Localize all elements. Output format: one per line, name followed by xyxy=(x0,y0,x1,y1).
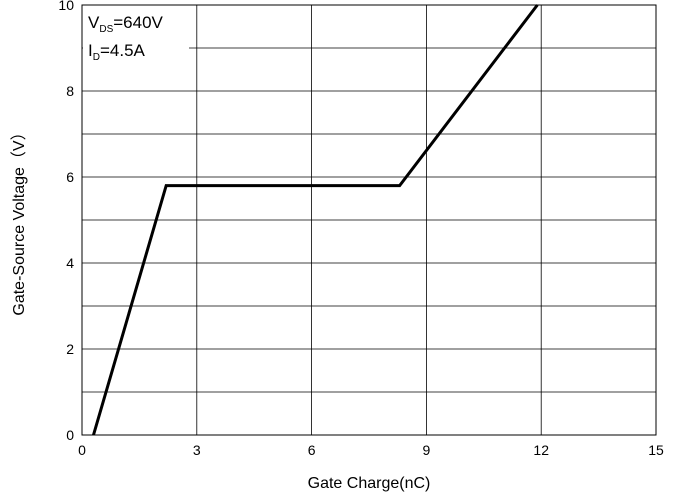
annotation-vds-sub: DS xyxy=(99,24,113,35)
annotation-vds-rest: =640V xyxy=(113,13,163,32)
grid-lines xyxy=(82,5,656,435)
series-line xyxy=(92,4,539,436)
x-tick-label: 15 xyxy=(648,442,664,458)
x-tick-label: 9 xyxy=(423,442,431,458)
y-tick-label: 2 xyxy=(66,341,74,357)
annotation-id-sub: D xyxy=(93,52,100,63)
annotation-id: ID=4.5A xyxy=(88,41,146,63)
tick-labels: 0 3 6 9 12 15 0 2 4 6 8 10 xyxy=(58,0,664,458)
y-tick-label: 6 xyxy=(66,169,74,185)
annotation-vds-main: V xyxy=(88,13,100,32)
y-tick-label: 0 xyxy=(66,427,74,443)
y-tick-label: 10 xyxy=(58,0,74,13)
plot-frame xyxy=(81,4,657,436)
x-tick-label: 12 xyxy=(533,442,549,458)
x-tick-label: 3 xyxy=(193,442,201,458)
x-tick-label: 6 xyxy=(308,442,316,458)
x-tick-label: 0 xyxy=(78,442,86,458)
annotation-box xyxy=(83,6,189,68)
annotation-id-rest: =4.5A xyxy=(100,41,146,60)
annotation-vds: VDS=640V xyxy=(88,13,164,35)
y-tick-label: 4 xyxy=(66,255,74,271)
annotation-id-main: I xyxy=(88,41,93,60)
series-layer xyxy=(92,4,539,436)
x-axis-label: Gate Charge(nC) xyxy=(308,475,431,492)
y-tick-label: 8 xyxy=(66,83,74,99)
y-axis-label: Gate-Source Voltage（V） xyxy=(10,124,28,315)
